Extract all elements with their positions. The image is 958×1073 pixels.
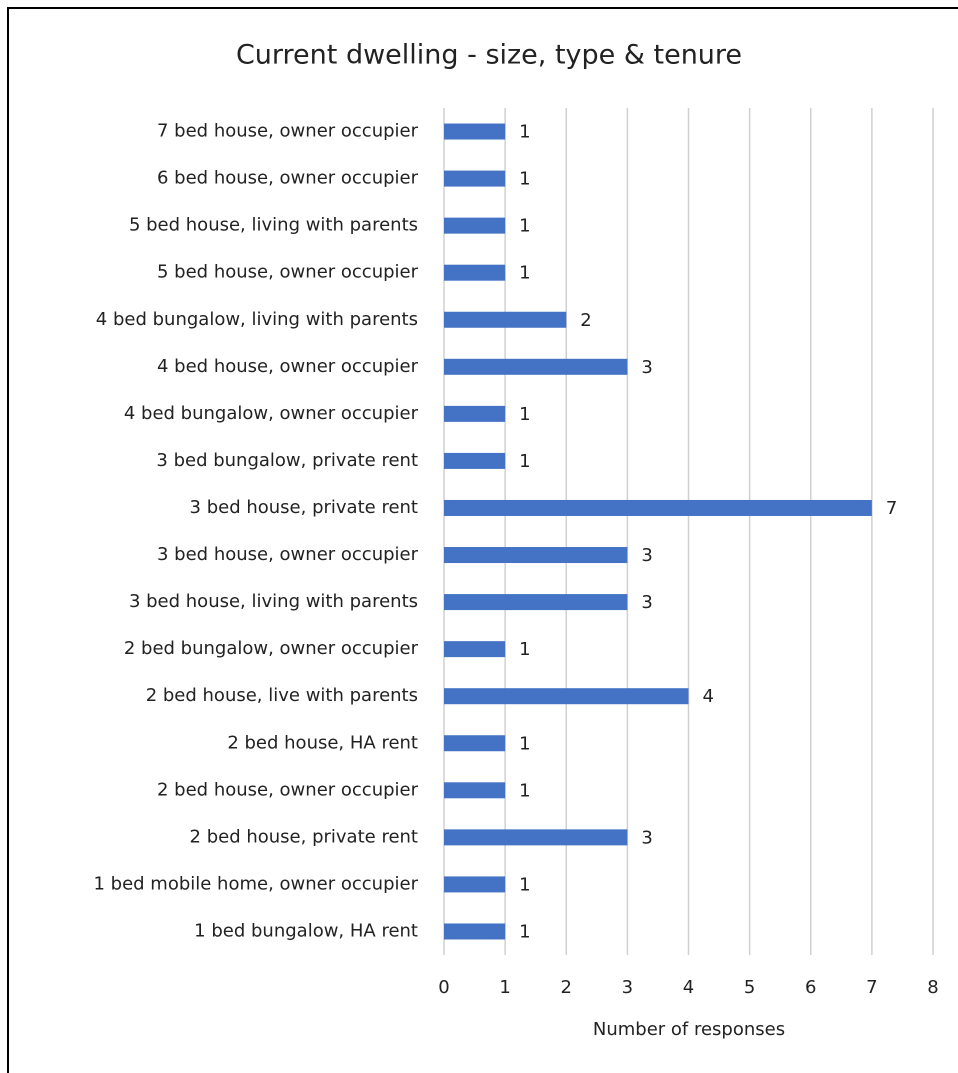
y-tick-label: 3 bed house, living with parents (129, 591, 418, 612)
data-label: 1 (519, 780, 530, 801)
data-label: 1 (519, 733, 530, 754)
data-label: 4 (703, 686, 714, 707)
bar (444, 876, 506, 893)
x-tick-label: 1 (499, 977, 510, 998)
bar (444, 217, 506, 234)
x-tick-label: 7 (866, 977, 877, 998)
data-label: 1 (519, 216, 530, 237)
bar (444, 594, 628, 611)
data-label: 3 (641, 592, 652, 613)
x-tick-label: 4 (683, 977, 694, 998)
y-tick-label: 4 bed bungalow, owner occupier (124, 403, 419, 424)
y-tick-label: 2 bed house, HA rent (227, 732, 418, 753)
y-tick-label: 4 bed house, owner occupier (157, 356, 419, 377)
y-tick-label: 6 bed house, owner occupier (157, 168, 419, 189)
frame (7, 7, 958, 1073)
bar (444, 405, 506, 422)
x-axis-title: Number of responses (593, 1019, 785, 1040)
data-label: 1 (519, 404, 530, 425)
bar (444, 829, 628, 846)
data-label: 1 (519, 921, 530, 942)
y-tick-label: 1 bed bungalow, HA rent (194, 920, 418, 941)
y-tick-label: 2 bed bungalow, owner occupier (124, 638, 419, 659)
data-label: 1 (519, 122, 530, 143)
data-label: 3 (641, 827, 652, 848)
y-tick-label: 2 bed house, live with parents (146, 685, 418, 706)
data-label: 7 (886, 498, 897, 519)
bar (444, 735, 506, 752)
bar (444, 547, 628, 564)
bar (444, 123, 506, 140)
y-tick-label: 3 bed bungalow, private rent (156, 450, 418, 471)
data-label: 1 (519, 263, 530, 284)
bar (444, 170, 506, 187)
y-tick-label: 3 bed house, owner occupier (157, 544, 419, 565)
data-label: 3 (641, 357, 652, 378)
bar (444, 641, 506, 658)
x-tick-label: 8 (927, 977, 938, 998)
y-tick-label: 2 bed house, owner occupier (157, 779, 419, 800)
y-tick-label: 7 bed house, owner occupier (157, 121, 419, 142)
data-label: 1 (519, 451, 530, 472)
chart-title: Current dwelling - size, type & tenure (236, 40, 742, 71)
data-label: 2 (580, 310, 591, 331)
data-label: 3 (641, 545, 652, 566)
y-tick-label: 3 bed house, private rent (190, 497, 418, 518)
y-tick-label: 1 bed mobile home, owner occupier (93, 873, 418, 894)
y-tick-label: 4 bed bungalow, living with parents (96, 309, 418, 330)
x-tick-label: 5 (744, 977, 755, 998)
bar (444, 264, 506, 281)
x-tick-label: 2 (561, 977, 572, 998)
x-tick-label: 6 (805, 977, 816, 998)
data-label: 1 (519, 874, 530, 895)
y-tick-label: 2 bed house, private rent (190, 826, 418, 847)
y-tick-label: 5 bed house, living with parents (129, 215, 418, 236)
bar (444, 782, 506, 799)
data-label: 1 (519, 169, 530, 190)
bar (444, 923, 506, 940)
bar (444, 688, 689, 705)
data-label: 1 (519, 639, 530, 660)
bar (444, 452, 506, 469)
bar (444, 499, 872, 516)
bar (444, 358, 628, 375)
bar (444, 311, 567, 328)
x-tick-label: 3 (622, 977, 633, 998)
x-tick-label: 0 (438, 977, 449, 998)
y-tick-label: 5 bed house, owner occupier (157, 262, 419, 283)
